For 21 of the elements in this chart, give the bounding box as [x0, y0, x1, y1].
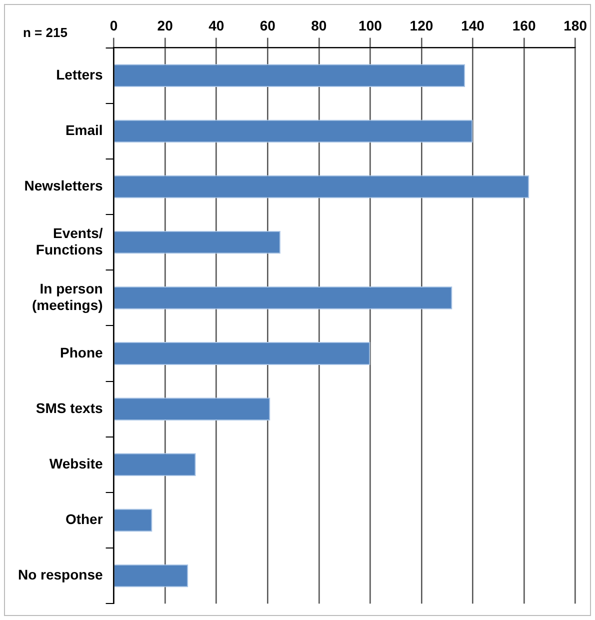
x-tick-label: 20: [157, 17, 174, 34]
x-tick-label: 80: [311, 17, 327, 34]
text: n = 215: [23, 25, 68, 40]
x-tick-label: 120: [410, 17, 434, 34]
y-tick-label: In person (meetings): [32, 280, 103, 314]
y-tick-label: No response: [18, 566, 103, 583]
x-tick-label: 100: [358, 17, 382, 34]
y-tick-label: Phone: [60, 344, 104, 360]
y-tick-label: Other: [65, 511, 104, 528]
x-tick-label: 140: [461, 17, 485, 34]
y-tick-label: Website: [49, 456, 103, 472]
x-tick-label: 60: [260, 17, 276, 34]
x-tick-label: 40: [208, 17, 224, 34]
x-tick-label: 180: [564, 17, 588, 34]
x-tick-label: 0: [110, 17, 118, 34]
y-tick-label: SMS texts: [36, 400, 103, 416]
y-tick-label: Events/ Functions: [36, 224, 104, 258]
x-tick-label: 160: [512, 17, 536, 34]
y-tick-label: Letters: [56, 66, 104, 82]
y-tick-label: Email: [65, 122, 103, 138]
y-tick-label: Newsletters: [24, 178, 104, 194]
